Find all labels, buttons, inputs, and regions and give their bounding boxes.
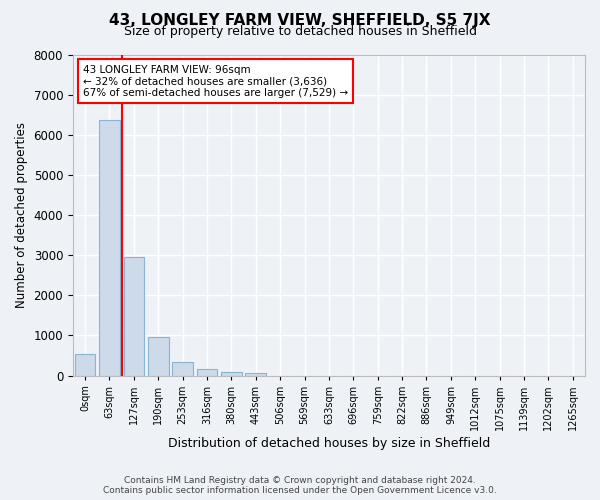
Text: 43, LONGLEY FARM VIEW, SHEFFIELD, S5 7JX: 43, LONGLEY FARM VIEW, SHEFFIELD, S5 7JX [109,12,491,28]
Bar [221,372,242,376]
Text: 43 LONGLEY FARM VIEW: 96sqm
← 32% of detached houses are smaller (3,636)
67% of : 43 LONGLEY FARM VIEW: 96sqm ← 32% of det… [83,64,348,98]
Bar [124,257,144,376]
Text: Contains HM Land Registry data © Crown copyright and database right 2024.
Contai: Contains HM Land Registry data © Crown c… [103,476,497,495]
Bar [99,120,120,376]
Bar [197,370,217,376]
Bar [148,337,169,376]
Text: Size of property relative to detached houses in Sheffield: Size of property relative to detached ho… [124,25,476,38]
Y-axis label: Number of detached properties: Number of detached properties [15,122,28,308]
X-axis label: Distribution of detached houses by size in Sheffield: Distribution of detached houses by size … [168,437,490,450]
Bar [172,362,193,376]
Bar [245,373,266,376]
Bar [75,354,95,376]
